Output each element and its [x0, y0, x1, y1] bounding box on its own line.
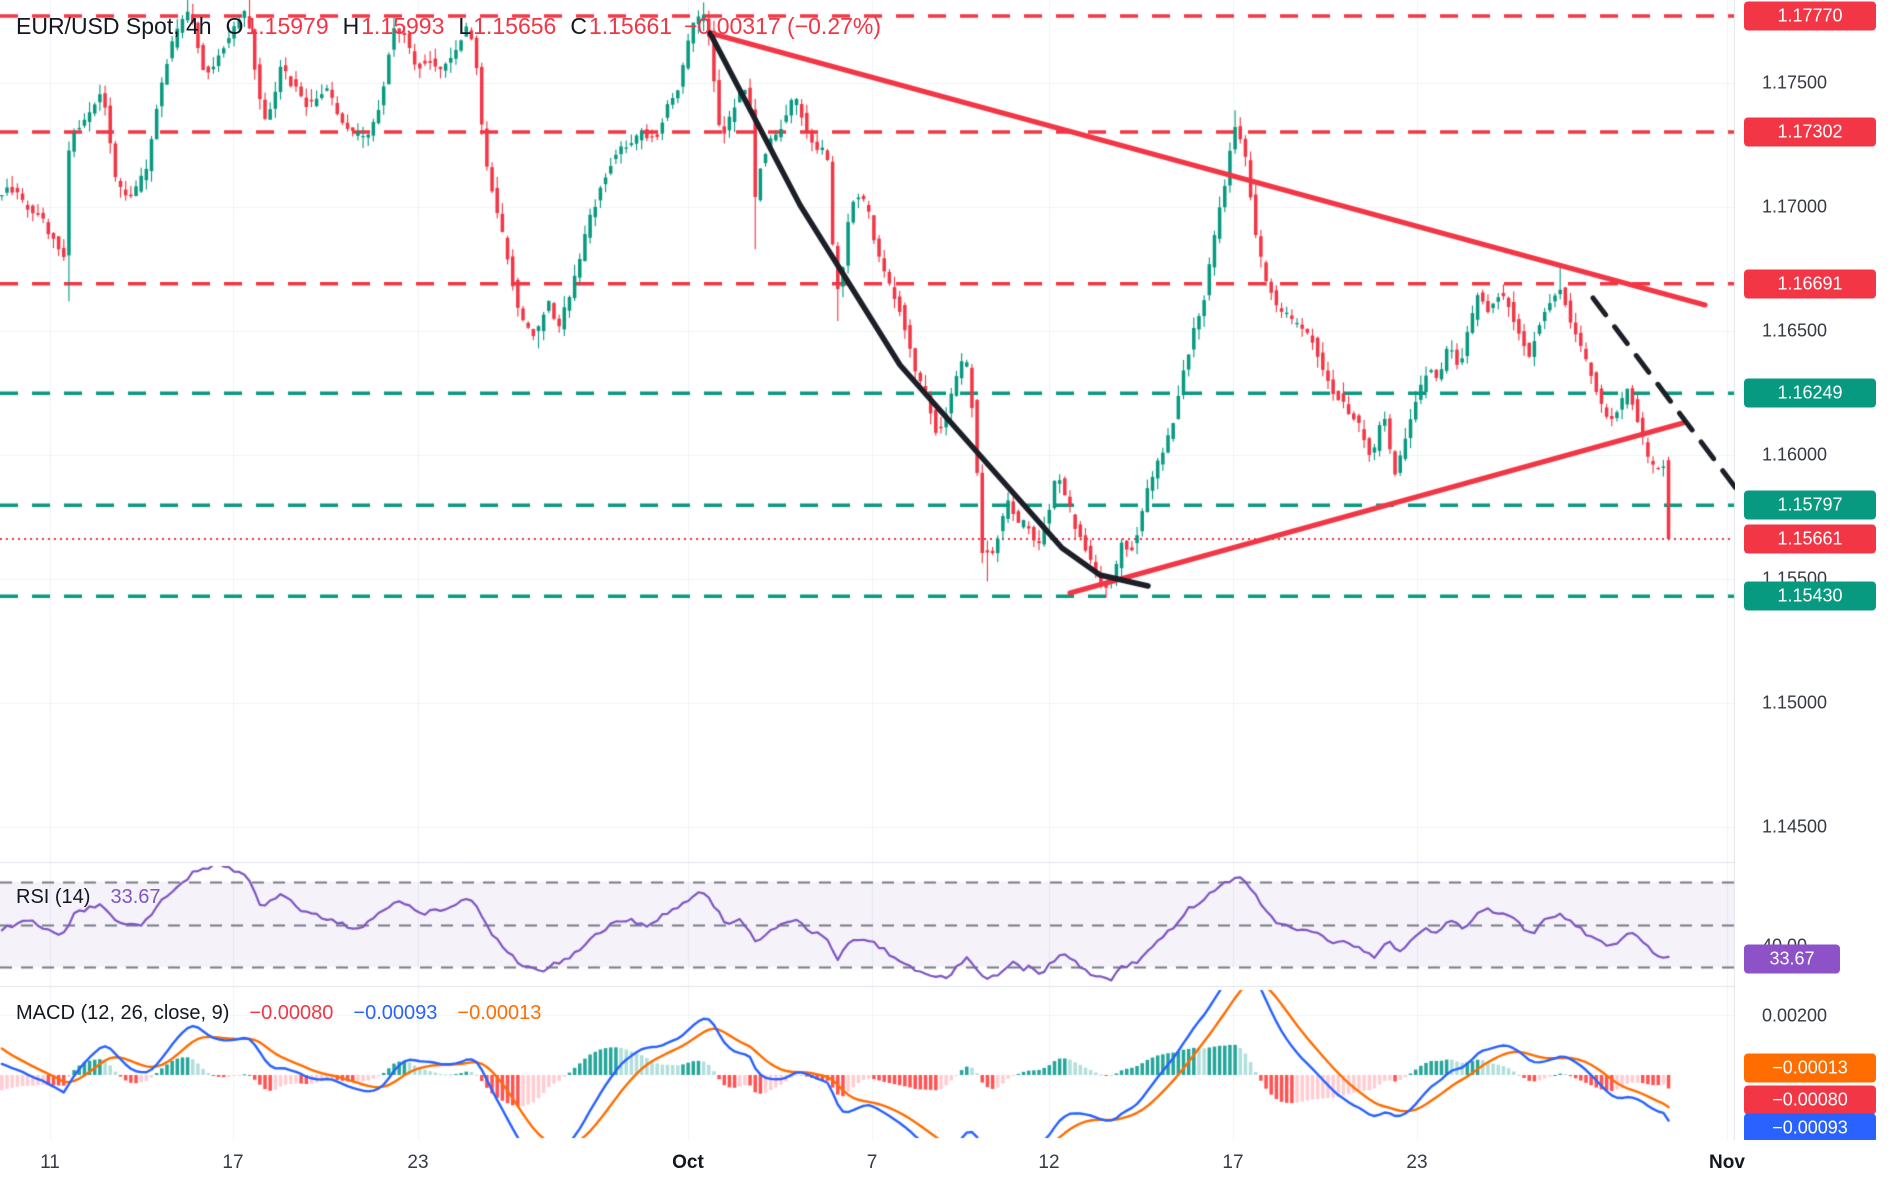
- price-axis-badge: −0.00013: [1744, 1053, 1876, 1083]
- macd-hist-value: −0.00080: [249, 1002, 334, 1024]
- time-axis-label: 23: [407, 1152, 429, 1173]
- price-axis-badge: 1.16691: [1744, 269, 1876, 299]
- close-value: 1.15661: [588, 13, 673, 39]
- low-value: 1.15656: [473, 13, 557, 39]
- high-value: 1.15993: [361, 13, 445, 39]
- rsi-value: 33.67: [110, 886, 161, 908]
- time-axis-label: 12: [1038, 1152, 1060, 1173]
- price-axis[interactable]: 1.17500 1.17000 1.16500 1.16000 1.15500 1.150…: [1735, 0, 1894, 1140]
- price-axis-badge: 33.67: [1744, 944, 1840, 974]
- price-axis-label: 0.00200: [1762, 1005, 1828, 1026]
- price-axis-badge: 1.15430: [1744, 581, 1876, 611]
- price-axis-badge: 1.15661: [1744, 524, 1876, 554]
- time-axis-label: Nov: [1709, 1152, 1745, 1173]
- time-axis-label: 17: [1222, 1152, 1244, 1173]
- rsi-name: RSI (14): [16, 886, 91, 908]
- price-axis-badge: 1.17770: [1744, 1, 1876, 31]
- price-axis-badge: 1.17302: [1744, 117, 1876, 147]
- time-axis-label: 11: [40, 1152, 60, 1173]
- open-value: 1.15979: [245, 13, 329, 39]
- price-axis-label: 1.14500: [1762, 816, 1828, 837]
- macd-signal-value: −0.00013: [457, 1002, 542, 1024]
- macd-legend[interactable]: MACD (12, 26, close, 9) −0.00080 −0.0009…: [16, 1002, 541, 1025]
- price-axis-badge: 1.15797: [1744, 490, 1876, 520]
- time-axis[interactable]: 11 17 23 Oct 7 12 17 23 Nov: [0, 1140, 1894, 1188]
- price-axis-label: 1.17000: [1762, 196, 1828, 217]
- open-label: O: [225, 13, 244, 39]
- time-axis-label: 17: [222, 1152, 244, 1173]
- price-axis-label: 1.17500: [1762, 72, 1828, 93]
- low-label: L: [458, 13, 472, 39]
- high-label: H: [342, 13, 360, 39]
- time-axis-label: Oct: [672, 1152, 704, 1173]
- price-axis-label: 1.16000: [1762, 444, 1828, 465]
- rsi-legend[interactable]: RSI (14) 33.67: [16, 886, 161, 909]
- price-axis-badge: 1.16249: [1744, 378, 1876, 408]
- macd-line-value: −0.00093: [353, 1002, 438, 1024]
- time-axis-label: 23: [1406, 1152, 1428, 1173]
- price-axis-badge: −0.00080: [1744, 1085, 1876, 1115]
- time-axis-label: 7: [866, 1152, 878, 1173]
- change-value: −0.00317 (−0.27%): [684, 13, 882, 39]
- price-axis-label: 1.15000: [1762, 692, 1828, 713]
- symbol-legend[interactable]: EUR/USD Spot, 4h O 1.15979 H 1.15993 L 1…: [16, 13, 881, 40]
- macd-name: MACD (12, 26, close, 9): [16, 1002, 230, 1024]
- close-label: C: [570, 13, 587, 39]
- price-axis-badge: −0.00093: [1744, 1113, 1876, 1140]
- symbol-title: EUR/USD Spot, 4h: [16, 13, 212, 39]
- price-axis-label: 1.16500: [1762, 320, 1828, 341]
